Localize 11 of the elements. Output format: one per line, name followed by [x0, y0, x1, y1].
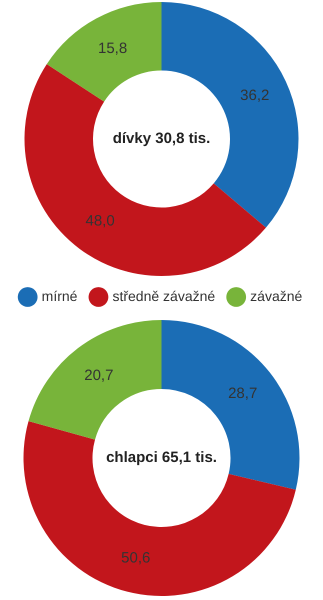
- legend-label: závažné: [250, 288, 303, 304]
- text: dívky 30,8 tis.: [112, 130, 210, 148]
- data-label: 50,6: [121, 549, 150, 566]
- data-label: 28,7: [228, 384, 258, 402]
- data-label: 15,8: [98, 40, 128, 57]
- legend-label: mírné: [42, 288, 78, 304]
- legend-label: středně závažné: [112, 288, 216, 304]
- data-label: 48,0: [85, 212, 115, 230]
- data-label: 36,2: [240, 86, 270, 104]
- text: chlapci 65,1 tis.: [106, 449, 217, 466]
- data-label: 20,7: [84, 366, 114, 384]
